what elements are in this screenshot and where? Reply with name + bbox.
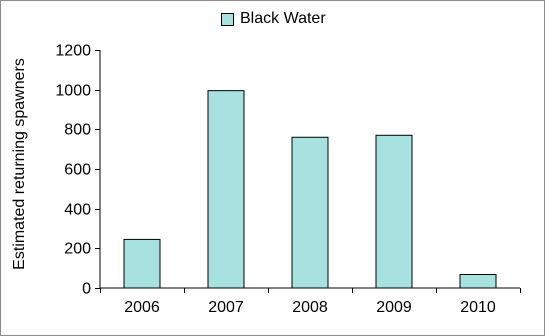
x-tick-label: 2010 bbox=[460, 299, 496, 316]
y-tick-label: 1200 bbox=[55, 43, 91, 60]
bar bbox=[291, 136, 329, 289]
bar bbox=[375, 134, 413, 289]
legend-swatch bbox=[221, 12, 234, 26]
legend-label: Black Water bbox=[240, 10, 326, 27]
x-tick-label: 2006 bbox=[124, 299, 160, 316]
y-tick-label: 600 bbox=[64, 162, 91, 179]
legend: Black Water bbox=[221, 9, 326, 29]
x-tick-label: 2007 bbox=[208, 299, 244, 316]
x-tick-label: 2009 bbox=[376, 299, 412, 316]
y-tick-label: 0 bbox=[82, 281, 91, 298]
bar bbox=[459, 274, 497, 289]
y-tick-label: 200 bbox=[64, 241, 91, 258]
bar bbox=[123, 238, 161, 289]
bar bbox=[207, 90, 245, 289]
y-tick-label: 400 bbox=[64, 202, 91, 219]
y-tick-label: 1000 bbox=[55, 83, 91, 100]
x-tick-label: 2008 bbox=[292, 299, 328, 316]
y-tick-label: 800 bbox=[64, 122, 91, 139]
